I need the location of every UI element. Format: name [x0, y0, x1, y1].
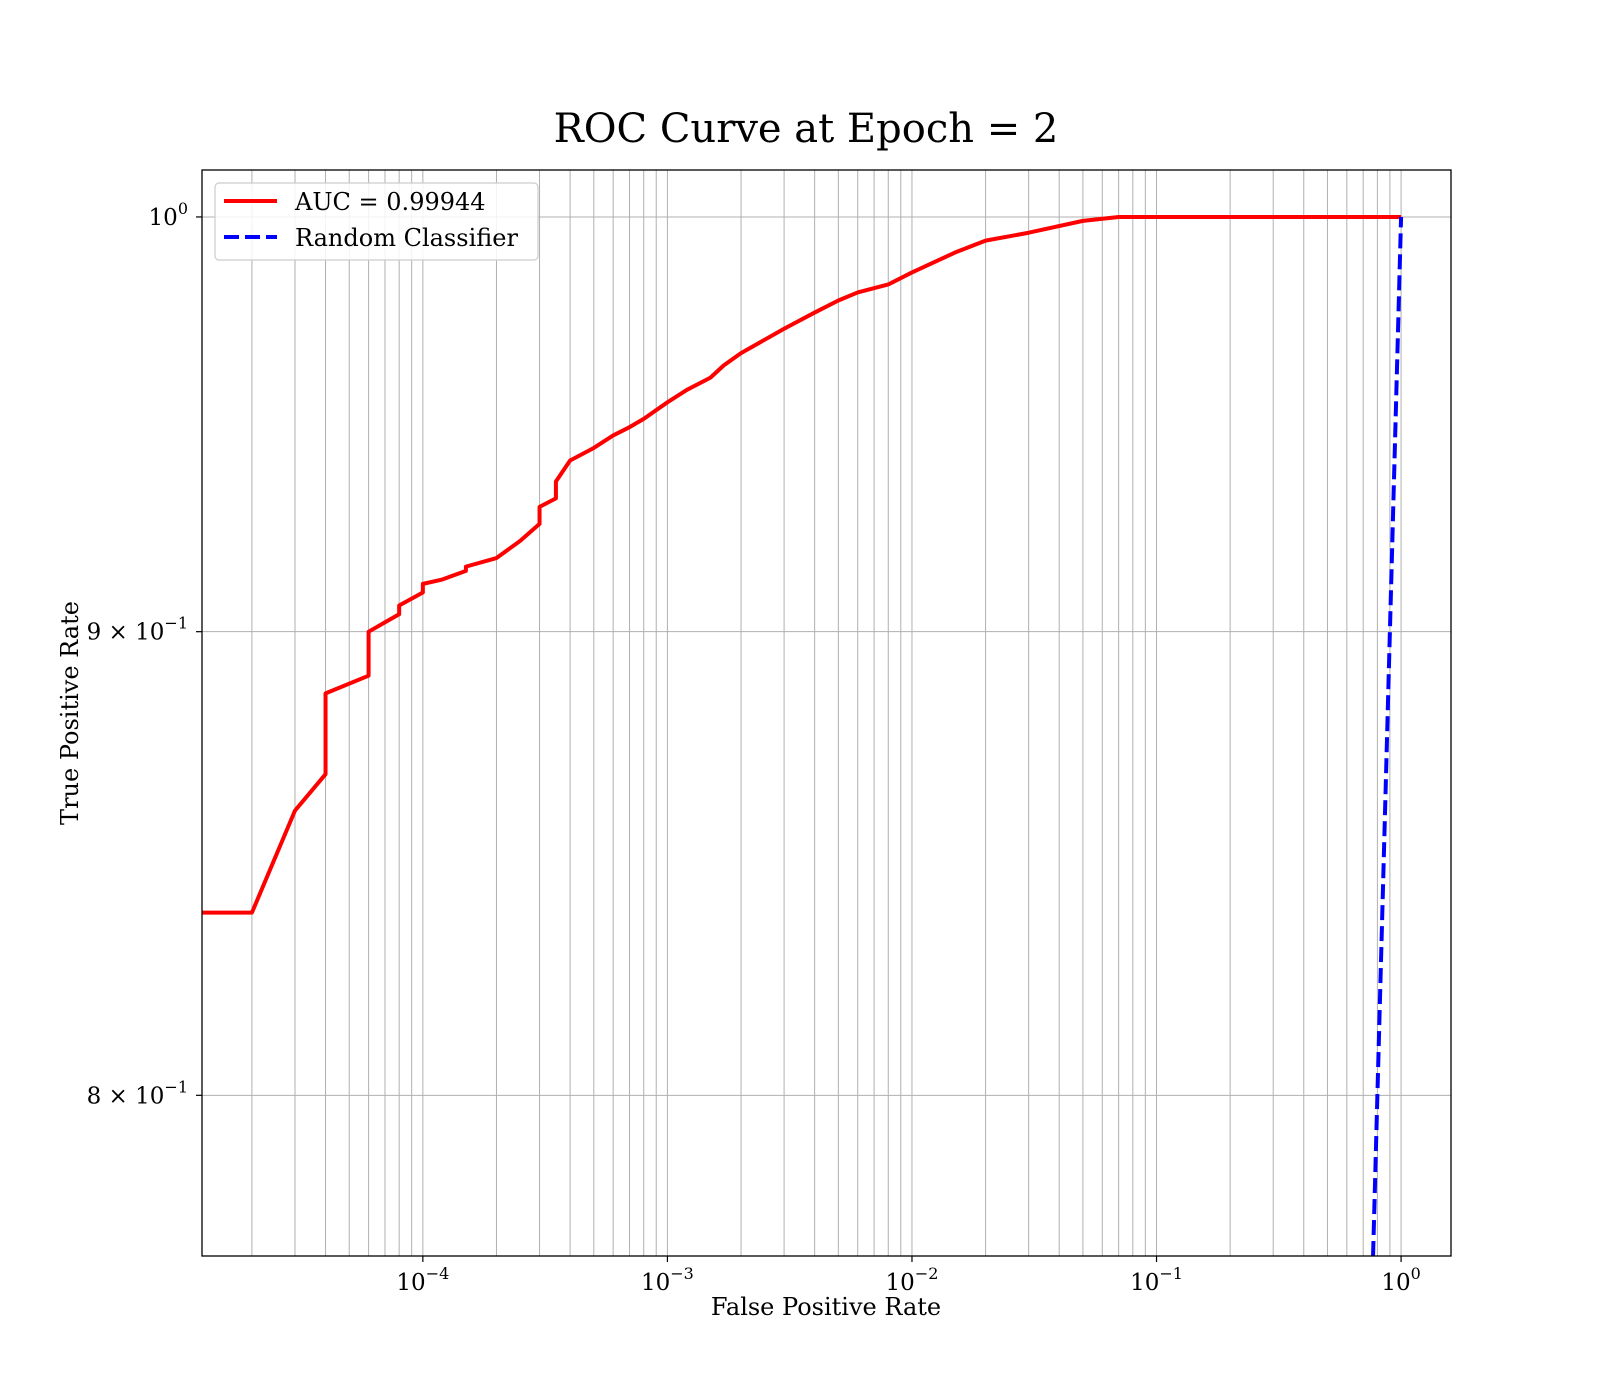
x-tick-label: 10−1	[1130, 1264, 1183, 1296]
legend: AUC = 0.99944 Random Classifier	[214, 182, 539, 261]
series-layer	[202, 214, 1404, 1256]
y-tick-labels: 8 × 10−1 9 × 10−1 100	[87, 199, 202, 1109]
x-axis-label: False Positive Rate	[711, 1293, 941, 1321]
grid-lines	[202, 170, 1451, 1256]
x-tick-label: 10−2	[886, 1264, 939, 1296]
chart-title: ROC Curve at Epoch = 2	[554, 106, 1059, 152]
x-tick-label: 100	[1381, 1264, 1420, 1296]
x-tick-label: 10−4	[396, 1264, 449, 1296]
legend-box	[214, 182, 539, 261]
y-tick-label: 100	[149, 199, 188, 231]
random-classifier-line	[1371, 216, 1404, 1256]
y-axis-label: True Positive Rate	[56, 601, 84, 825]
x-tick-label: 10−3	[641, 1264, 694, 1296]
y-tick-label: 8 × 10−1	[87, 1077, 188, 1109]
roc-curve-line	[202, 214, 1402, 915]
legend-label-auc: AUC = 0.99944	[294, 188, 486, 216]
y-tick-label: 9 × 10−1	[87, 614, 188, 646]
x-tick-labels: 10−4 10−3 10−2 10−1 100	[396, 1256, 1421, 1296]
plot-frame	[201, 169, 1452, 1257]
legend-label-random: Random Classifier	[295, 224, 518, 252]
